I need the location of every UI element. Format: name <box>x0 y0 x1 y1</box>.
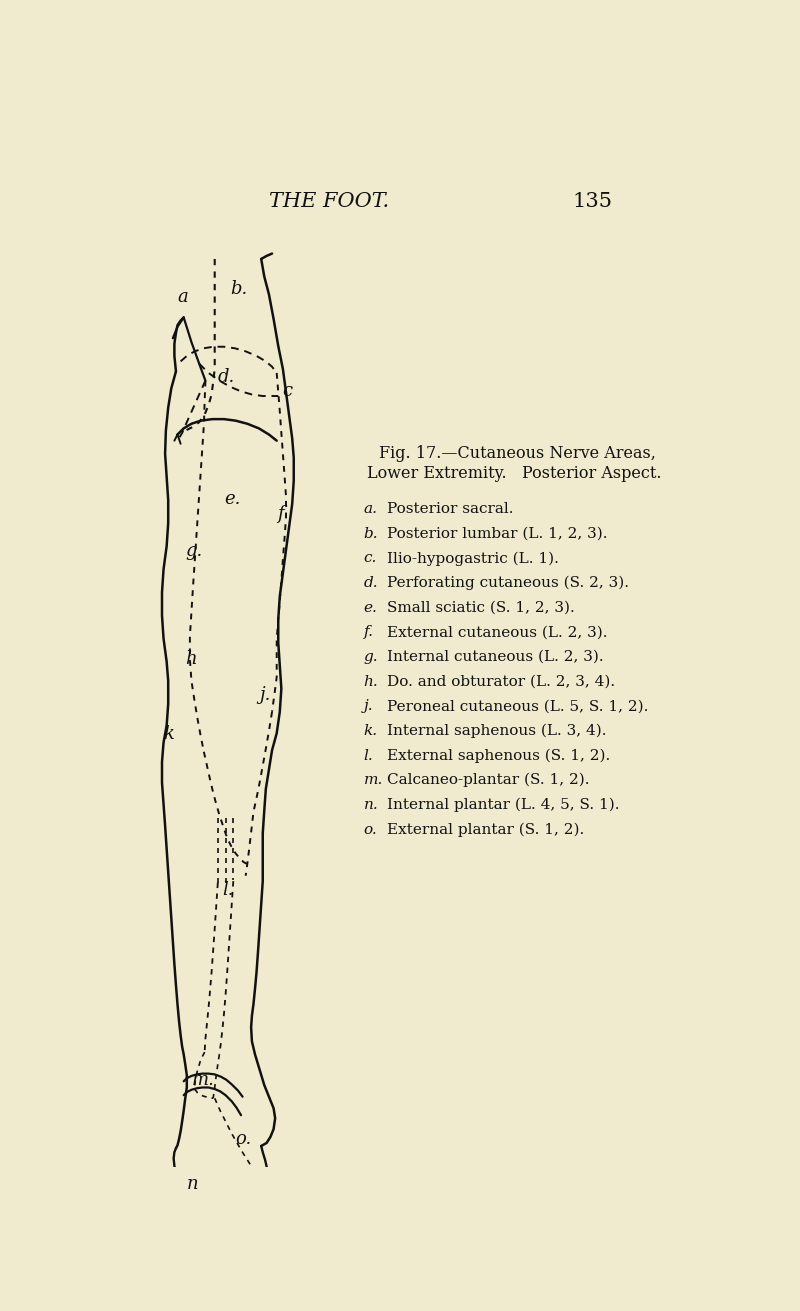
Text: Ilio-hypogastric (L. 1).: Ilio-hypogastric (L. 1). <box>386 552 558 565</box>
Text: m.: m. <box>363 773 383 787</box>
Text: o.: o. <box>363 822 378 836</box>
Text: j.: j. <box>259 686 270 704</box>
Text: a: a <box>178 288 188 305</box>
Text: l.: l. <box>222 881 234 899</box>
Text: Internal cutaneous (L. 2, 3).: Internal cutaneous (L. 2, 3). <box>386 650 603 665</box>
Text: b.: b. <box>363 527 378 541</box>
Text: External cutaneous (L. 2, 3).: External cutaneous (L. 2, 3). <box>386 625 607 640</box>
Text: d.: d. <box>363 576 378 590</box>
Text: Internal saphenous (L. 3, 4).: Internal saphenous (L. 3, 4). <box>386 724 606 738</box>
Text: External plantar (S. 1, 2).: External plantar (S. 1, 2). <box>386 822 584 836</box>
Text: Peroneal cutaneous (L. 5, S. 1, 2).: Peroneal cutaneous (L. 5, S. 1, 2). <box>386 699 648 713</box>
Text: e.: e. <box>224 490 240 507</box>
Text: h: h <box>186 650 197 669</box>
Text: Calcaneo-plantar (S. 1, 2).: Calcaneo-plantar (S. 1, 2). <box>386 773 590 788</box>
Text: Do. and obturator (L. 2, 3, 4).: Do. and obturator (L. 2, 3, 4). <box>386 675 615 688</box>
Text: k: k <box>163 725 174 742</box>
Text: c.: c. <box>363 552 377 565</box>
Text: b.: b. <box>230 281 247 299</box>
Text: f.: f. <box>363 625 374 640</box>
Text: External saphenous (S. 1, 2).: External saphenous (S. 1, 2). <box>386 749 610 763</box>
Text: n: n <box>187 1175 198 1193</box>
Text: o.: o. <box>236 1130 252 1148</box>
Text: l.: l. <box>363 749 374 763</box>
Text: d.: d. <box>218 368 235 387</box>
Text: e.: e. <box>363 600 378 615</box>
Text: Posterior lumbar (L. 1, 2, 3).: Posterior lumbar (L. 1, 2, 3). <box>386 527 607 541</box>
Text: Fig. 17.—Cutaneous Nerve Areas,: Fig. 17.—Cutaneous Nerve Areas, <box>379 446 656 463</box>
Text: h.: h. <box>363 675 378 688</box>
Text: Perforating cutaneous (S. 2, 3).: Perforating cutaneous (S. 2, 3). <box>386 576 629 590</box>
Text: j.: j. <box>363 699 373 713</box>
Text: Small sciatic (S. 1, 2, 3).: Small sciatic (S. 1, 2, 3). <box>386 600 574 615</box>
Text: n.: n. <box>363 798 378 812</box>
Text: a.: a. <box>363 502 378 517</box>
Text: 135: 135 <box>572 193 612 211</box>
Text: g.: g. <box>186 543 202 560</box>
Text: c: c <box>282 382 292 400</box>
Text: k.: k. <box>363 724 378 738</box>
Text: THE FOOT.: THE FOOT. <box>269 193 389 211</box>
Text: m.: m. <box>191 1071 214 1089</box>
Text: Lower Extremity.   Posterior Aspect.: Lower Extremity. Posterior Aspect. <box>367 465 662 482</box>
Text: g.: g. <box>363 650 378 665</box>
Text: Posterior sacral.: Posterior sacral. <box>386 502 514 517</box>
Text: f: f <box>277 505 283 523</box>
Text: Internal plantar (L. 4, 5, S. 1).: Internal plantar (L. 4, 5, S. 1). <box>386 797 619 812</box>
